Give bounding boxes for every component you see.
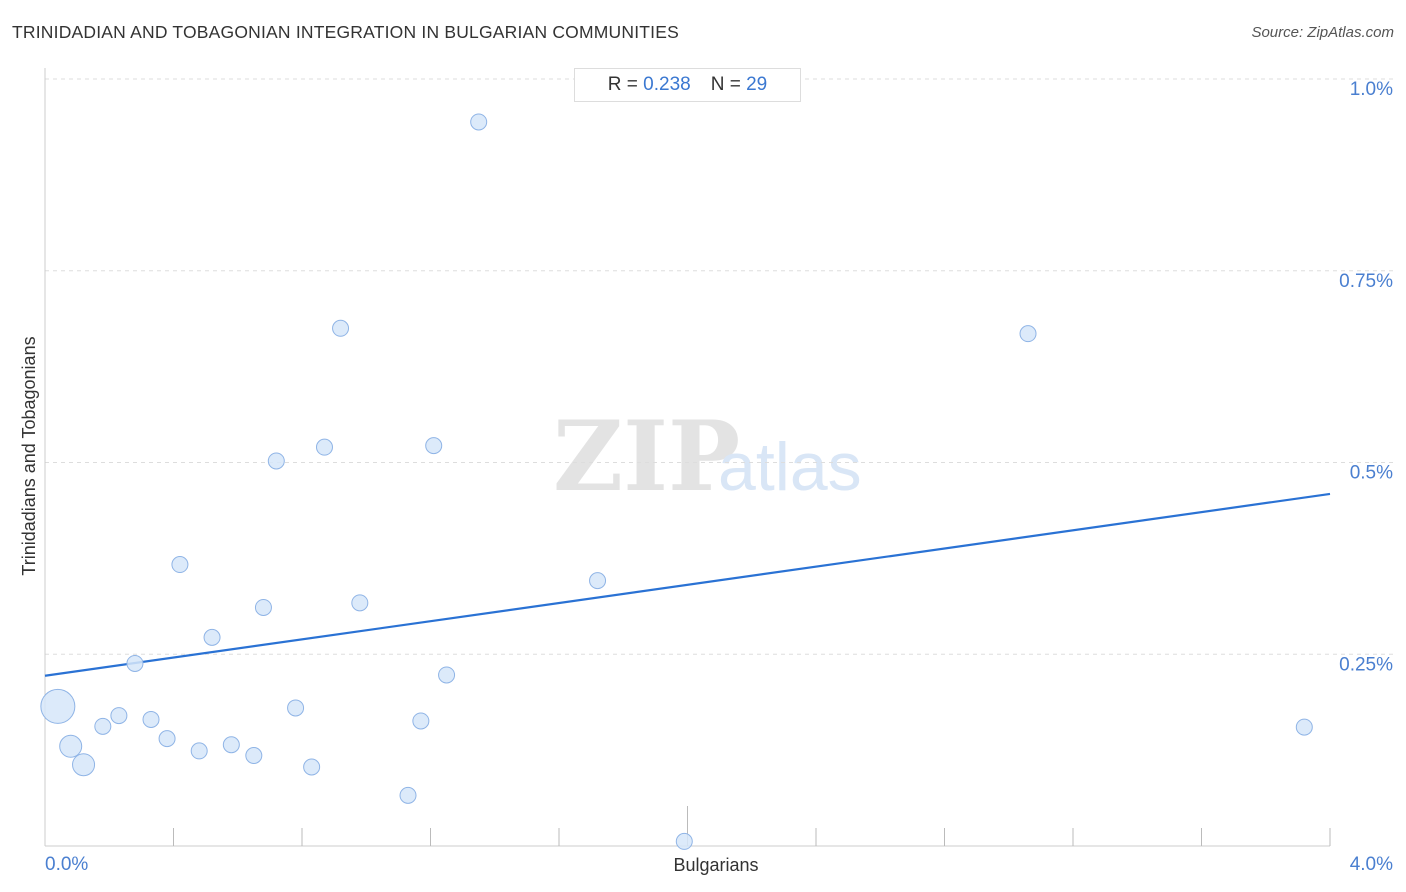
data-point — [399, 786, 417, 804]
tick-labels: 0.25% 0.5% 0.75% 1.0% 0.0% 4.0% — [45, 79, 1393, 875]
correlation-stats-box: R = 0.238 N = 29 — [574, 68, 801, 102]
data-point — [142, 710, 160, 728]
r-value: 0.238 — [643, 74, 691, 95]
data-point — [158, 730, 176, 748]
x-tick-label: 4.0% — [1350, 854, 1393, 875]
chart-title: TRINIDADIAN AND TOBAGONIAN INTEGRATION I… — [12, 22, 679, 42]
data-point — [1295, 718, 1313, 736]
data-point — [287, 699, 305, 717]
data-point — [267, 452, 285, 470]
data-points — [40, 113, 1313, 850]
r-label: R = — [607, 74, 638, 95]
data-point — [254, 598, 272, 616]
data-point — [203, 628, 221, 646]
x-tick-label: 0.0% — [45, 854, 88, 875]
data-point — [222, 736, 240, 754]
y-tick-label: 0.5% — [1350, 463, 1393, 484]
data-point — [72, 753, 96, 777]
data-point — [303, 758, 321, 776]
data-point — [332, 319, 350, 337]
grid-lines — [45, 78, 1395, 655]
y-tick-label: 1.0% — [1350, 79, 1393, 100]
data-point — [315, 438, 333, 456]
y-tick-label: 0.75% — [1339, 271, 1393, 292]
data-point — [110, 707, 128, 725]
data-point — [40, 688, 76, 724]
data-point — [245, 746, 263, 764]
data-point — [59, 734, 83, 758]
watermark: ZIP atlas — [553, 400, 862, 513]
y-tick-label: 0.25% — [1339, 654, 1393, 675]
watermark-atlas: atlas — [718, 429, 862, 505]
data-point — [351, 594, 369, 612]
data-point — [94, 717, 112, 735]
data-point — [412, 712, 430, 730]
data-point — [190, 742, 208, 760]
trend-line — [44, 492, 1331, 677]
data-point — [425, 437, 443, 455]
y-axis-title: Trinidadians and Tobagonians — [19, 336, 39, 575]
x-axis-title: Bulgarians — [673, 855, 758, 875]
data-point — [589, 572, 607, 590]
watermark-zip: ZIP — [553, 400, 740, 513]
data-point — [470, 113, 488, 131]
trend-line-group — [44, 492, 1331, 677]
n-value: 29 — [746, 74, 768, 95]
data-point — [675, 832, 693, 850]
data-point — [438, 666, 456, 684]
n-label: N = — [710, 74, 741, 95]
source-label: Source: ZipAtlas.com — [1251, 24, 1394, 41]
data-point — [126, 654, 144, 672]
data-point — [1019, 325, 1037, 343]
data-point — [171, 556, 189, 574]
